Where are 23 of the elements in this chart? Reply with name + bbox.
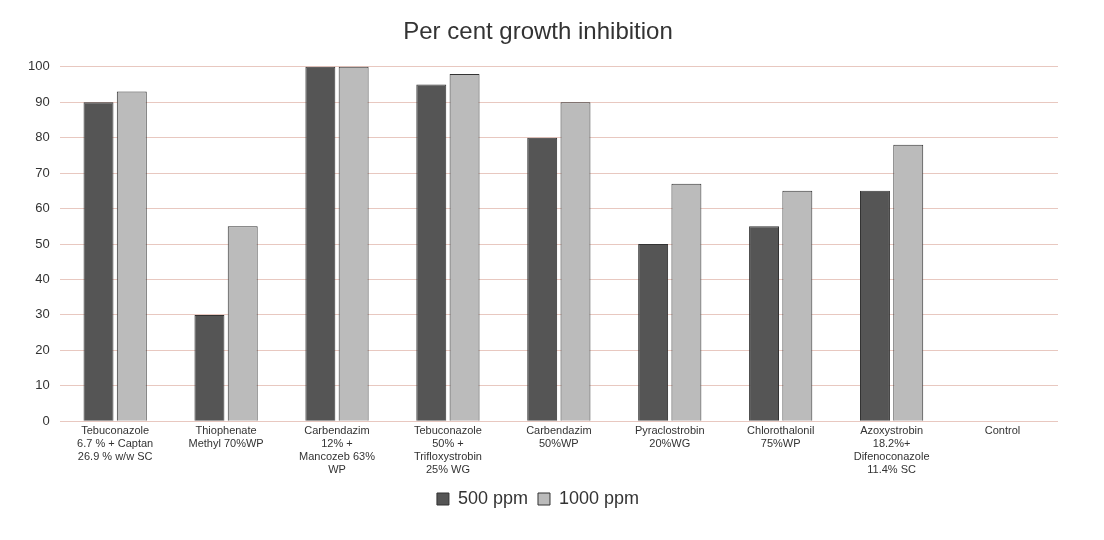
y-tick-label: 10 — [35, 377, 50, 393]
y-tick-label: 20 — [35, 341, 50, 357]
y-tick-label: 100 — [27, 58, 50, 74]
x-tick-label: Pyraclostrobin 20%WG — [634, 423, 705, 450]
y-tick-label: 40 — [35, 271, 50, 287]
x-tick-label: Control — [984, 423, 1021, 436]
y-tick-label: 90 — [35, 93, 50, 109]
x-tick-label: Carbendazim 50%WP — [526, 423, 592, 450]
x-tick-label: Carbendazim 12% + Mancozeb 63% WP — [299, 423, 376, 476]
y-tick-label: 80 — [35, 129, 50, 145]
x-tick-label: Thiophenate Methyl 70%WP — [188, 423, 264, 450]
legend-label: 1000 ppm — [558, 487, 640, 508]
y-tick-label: 60 — [35, 200, 50, 216]
x-tick-label: Azoxystrobin 18.2%+ Difenoconazole 11.4% SC — [853, 423, 930, 476]
legend-label: 500 ppm — [457, 487, 529, 508]
chart-title: Per cent growth inhibition — [403, 17, 673, 45]
y-tick-label: 50 — [35, 235, 50, 251]
x-tick-label: Chlorothalonil 75%WP — [747, 423, 815, 450]
y-tick-label: 70 — [35, 164, 50, 180]
y-tick-label: 30 — [35, 306, 50, 322]
x-tick-label: Tebuconazole 50% + Trifloxystrobin 25% WG — [413, 423, 482, 476]
x-tick-label: Tebuconazole 6.7 % + Captan 26.9 % w/w SC — [77, 423, 154, 463]
y-tick-label: 0 — [42, 412, 50, 428]
